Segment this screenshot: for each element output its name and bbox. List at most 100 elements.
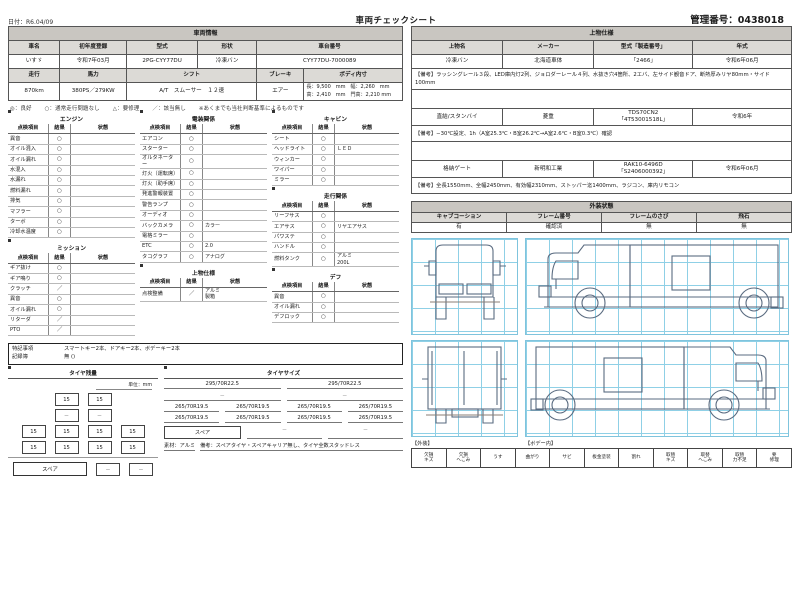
inspection-state-note bbox=[334, 175, 399, 187]
inspection-row: 排気 ○ bbox=[8, 196, 135, 208]
inspection-result-mark[interactable]: ○ bbox=[312, 221, 335, 233]
inspection-result-mark[interactable]: ○ bbox=[180, 199, 203, 211]
damage-legend-cell[interactable]: うす bbox=[481, 448, 516, 467]
tyre-remaining-cell[interactable]: 15 bbox=[87, 441, 112, 455]
note-key-0: 特記事項 bbox=[12, 346, 34, 353]
tyre-size-cell[interactable]: 265/70R19.5 bbox=[286, 404, 342, 413]
tyre-remaining-cell[interactable]: 15 bbox=[21, 425, 46, 439]
inspection-result-mark[interactable]: ○ bbox=[48, 185, 71, 197]
header-stone-chip: 飛石 bbox=[695, 211, 793, 223]
tyre-size-cell[interactable]: 265/70R19.5 bbox=[164, 404, 220, 413]
damage-legend-cell[interactable]: 板金塗装 bbox=[585, 448, 620, 467]
tyre-remaining-cell[interactable]: 15 bbox=[54, 393, 79, 407]
inspection-result-mark[interactable]: ○ bbox=[180, 231, 203, 242]
tyre-remaining-cell[interactable]: 15 bbox=[54, 425, 79, 439]
inspection-row: 燃料漏れ ○ bbox=[8, 185, 135, 197]
tyre-size-spare-label: スペア bbox=[164, 426, 241, 440]
tyre-size-cell[interactable]: 265/70R19.5 bbox=[286, 415, 342, 424]
inspection-result-mark[interactable]: ○ bbox=[312, 242, 335, 254]
inspection-result-mark[interactable]: ○ bbox=[312, 175, 335, 187]
tyre-size-cell[interactable]: 265/70R19.5 bbox=[225, 415, 281, 424]
inspection-row: リーフサス ○ bbox=[272, 211, 399, 223]
label-first-reg: 初年度登録 bbox=[59, 40, 128, 55]
damage-legend-cell[interactable]: 曲がり bbox=[516, 448, 551, 467]
damage-legend-cell[interactable]: 欠損 キズ bbox=[412, 448, 447, 467]
inspection-result-mark[interactable]: ○ bbox=[48, 133, 71, 145]
inspection-result-mark[interactable]: ○ bbox=[312, 144, 335, 156]
inspection-result-mark[interactable]: ○ bbox=[180, 168, 203, 180]
inspection-item-label: エアサス bbox=[272, 221, 313, 233]
inspection-result-mark[interactable]: ○ bbox=[48, 217, 71, 228]
inspection-result-mark[interactable]: ○ bbox=[312, 211, 335, 223]
inspection-result-mark[interactable]: ○ bbox=[48, 154, 71, 166]
inspection-result-mark[interactable]: ○ bbox=[180, 144, 203, 156]
damage-legend-cell[interactable]: 取替 力不足 bbox=[723, 448, 758, 467]
tyre-remaining-cell[interactable]: 15 bbox=[54, 441, 79, 455]
inspection-result-mark[interactable]: ○ bbox=[312, 165, 335, 176]
inspection-block-4: キャビン 点検項目 結果 状態 シート ○ ヘッドライト ○ ＬＥＤ ウィンカー ○ ワイパー ○ ミラー… bbox=[272, 110, 399, 187]
tyre-size-cell[interactable]: 295/70R22.5 bbox=[286, 381, 403, 390]
inspection-row: 異音 ○ bbox=[8, 133, 135, 145]
tyre-size-cell[interactable]: 295/70R22.5 bbox=[164, 381, 281, 390]
tyre-remaining-cell[interactable]: 15 bbox=[21, 441, 46, 455]
inspection-result-mark[interactable]: ○ bbox=[48, 144, 71, 156]
inspection-result-mark[interactable]: ／ bbox=[180, 287, 203, 302]
inspection-result-mark[interactable]: ○ bbox=[180, 189, 203, 201]
inspection-result-mark[interactable]: ○ bbox=[48, 294, 71, 306]
tyre-size-cell[interactable]: 265/70R19.5 bbox=[225, 404, 281, 413]
inspection-result-mark[interactable]: ○ bbox=[312, 252, 335, 267]
inspection-result-mark[interactable]: ○ bbox=[48, 304, 71, 316]
inspection-result-mark[interactable]: ○ bbox=[180, 210, 203, 222]
body-dim-height-gate: 高：2,410 mm 門高：2,210 mm bbox=[306, 91, 392, 98]
tyre-remaining-cell[interactable]: － bbox=[54, 409, 79, 423]
inspection-row: オルタネーター ○ bbox=[140, 154, 267, 170]
inspection-result-mark[interactable]: ○ bbox=[312, 154, 335, 166]
inspection-state-note bbox=[70, 144, 135, 156]
damage-legend-cell[interactable]: 欠損 へこみ bbox=[447, 448, 482, 467]
inspection-result-mark[interactable]: ○ bbox=[312, 232, 335, 243]
tyre-remaining-cell[interactable]: 15 bbox=[120, 425, 145, 439]
inspection-result-mark[interactable]: ／ bbox=[48, 315, 71, 327]
tyre-size-cell[interactable]: － bbox=[164, 392, 281, 402]
tyre-size-cell[interactable]: － bbox=[286, 392, 403, 402]
damage-legend-cell[interactable]: 要修理 bbox=[769, 452, 779, 463]
damage-legend-cell[interactable]: 割れ bbox=[619, 448, 654, 467]
inspection-result-mark[interactable]: ○ bbox=[180, 220, 203, 232]
tyre-remaining-cell[interactable]: 15 bbox=[120, 441, 145, 455]
damage-legend-cell[interactable]: 取替 キズ bbox=[654, 448, 689, 467]
tyre-size-cell[interactable]: 265/70R19.5 bbox=[164, 415, 220, 424]
inspection-result-mark[interactable]: ○ bbox=[48, 206, 71, 218]
damage-legend-cell[interactable]: 取替 へこみ bbox=[688, 448, 723, 467]
inspection-result-mark[interactable]: ○ bbox=[180, 241, 203, 253]
inspection-state-note bbox=[334, 133, 399, 145]
inspection-state-note: カラー bbox=[202, 220, 267, 232]
inspection-result-mark[interactable]: ○ bbox=[48, 263, 71, 275]
inspection-result-mark[interactable]: ／ bbox=[48, 325, 71, 337]
label-power: 馬力 bbox=[59, 68, 128, 83]
inspection-row: クラッチ／ bbox=[8, 283, 135, 295]
inspection-result-mark[interactable]: ○ bbox=[48, 175, 71, 187]
tyre-size-cell[interactable]: 265/70R19.5 bbox=[347, 415, 403, 424]
inspection-result-mark[interactable]: ／ bbox=[48, 283, 71, 295]
inspection-result-mark[interactable]: ○ bbox=[180, 154, 203, 170]
inspection-result-mark[interactable]: ○ bbox=[48, 196, 71, 208]
tyre-size-cell[interactable]: 265/70R19.5 bbox=[347, 404, 403, 413]
inspection-result-mark[interactable]: ○ bbox=[180, 179, 203, 190]
inspection-result-mark[interactable]: ○ bbox=[180, 133, 203, 145]
vehicle-info-table: 車両情報 車名 初年度登録 型式 形状 車台番号 いすゞ 令和7年03月 2PG… bbox=[7, 26, 403, 101]
header-upper-name: 上物名 bbox=[410, 40, 504, 55]
tyre-remaining-cell[interactable]: 15 bbox=[87, 393, 112, 407]
inspection-result-mark[interactable]: ○ bbox=[312, 302, 335, 313]
legend-item-0: ◎：良好 bbox=[10, 106, 32, 112]
inspection-col-header: 点検項目 bbox=[140, 277, 181, 289]
inspection-result-mark[interactable]: ○ bbox=[48, 273, 71, 285]
inspection-result-mark[interactable]: ○ bbox=[312, 312, 335, 324]
inspection-result-mark[interactable]: ○ bbox=[312, 133, 335, 145]
inspection-result-mark[interactable]: ○ bbox=[180, 251, 203, 263]
damage-legend-cell[interactable]: サビ bbox=[550, 448, 585, 467]
tyre-remaining-cell[interactable]: － bbox=[87, 409, 112, 423]
tyre-remaining-cell[interactable]: 15 bbox=[87, 425, 112, 439]
inspection-result-mark[interactable]: ○ bbox=[48, 165, 71, 176]
inspection-result-mark[interactable]: ○ bbox=[312, 291, 335, 303]
inspection-result-mark[interactable]: ○ bbox=[48, 227, 71, 239]
